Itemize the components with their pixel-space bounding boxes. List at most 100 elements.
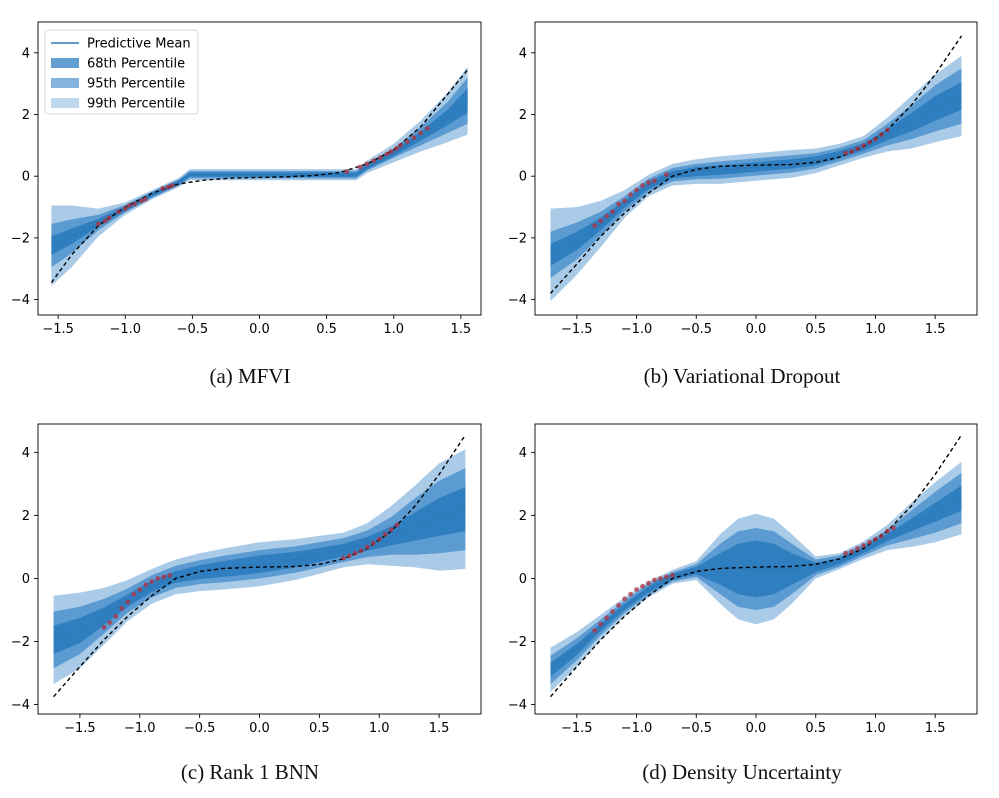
data-point <box>155 576 161 581</box>
x-tick-label: −1.0 <box>109 322 141 337</box>
true-function-line <box>53 434 466 698</box>
data-point <box>143 582 149 588</box>
data-point <box>377 155 383 161</box>
data-point <box>101 624 107 630</box>
y-tick-label: −4 <box>11 698 30 713</box>
y-tick-label: 0 <box>22 170 30 185</box>
y-tick-label: −2 <box>508 635 527 650</box>
data-point <box>382 531 388 537</box>
y-tick-label: 4 <box>519 46 527 61</box>
data-point <box>598 218 604 224</box>
data-point <box>404 139 410 145</box>
data-point <box>634 587 639 592</box>
data-point <box>106 215 112 221</box>
data-point <box>873 536 878 542</box>
data-point <box>664 574 669 580</box>
x-tick-label: 0.5 <box>316 322 337 337</box>
x-tick-label: 1.0 <box>865 721 886 736</box>
data-point <box>384 151 390 157</box>
data-point <box>646 580 651 586</box>
data-point <box>143 196 148 202</box>
data-point <box>616 602 621 608</box>
y-tick-label: 0 <box>519 170 527 185</box>
data-point <box>604 213 610 219</box>
data-point <box>640 183 645 188</box>
data-point <box>122 206 128 212</box>
predictive-mean-line <box>550 95 962 256</box>
panel-a: −1.5 −1.0 −0.5 0.0 0.5 1.0 1.5 −4 −2 0 2 4 <box>11 21 482 337</box>
data-point <box>867 139 872 145</box>
panel-d-caption: (d) Density Uncertainty <box>642 760 842 784</box>
data-point <box>849 149 854 154</box>
x-tick-label: 0.5 <box>805 721 826 736</box>
predictive-mean-line <box>53 508 466 641</box>
x-tick-label: 1.5 <box>925 322 946 337</box>
data-point <box>165 184 171 190</box>
data-point <box>116 209 121 215</box>
data-point <box>107 620 113 625</box>
x-tick-label: 1.0 <box>383 322 404 337</box>
predictive-mean-line <box>51 100 468 247</box>
data-point <box>861 543 866 548</box>
y-tick-label: −4 <box>508 293 527 308</box>
data-point <box>610 209 615 215</box>
y-tick-label: 2 <box>519 509 527 524</box>
panel-b-caption: (b) Variational Dropout <box>643 364 841 388</box>
band-95th-percentile <box>550 68 962 278</box>
band-68th-percentile <box>53 487 466 655</box>
data-point <box>102 218 108 224</box>
data-point <box>132 201 138 207</box>
x-tick-label: 0.0 <box>746 721 767 736</box>
legend-label: 99th Percentile <box>87 97 185 112</box>
y-tick-label: 2 <box>22 108 30 123</box>
x-tick-label: −1.5 <box>42 322 74 337</box>
legend-swatch-band <box>51 58 79 68</box>
x-tick-label: −1.5 <box>561 721 593 736</box>
x-tick-label: −1.0 <box>621 721 653 736</box>
data-point <box>394 146 399 151</box>
data-point <box>96 221 101 227</box>
data-point <box>849 549 854 555</box>
data-point <box>592 628 598 633</box>
data-point <box>161 574 167 580</box>
data-point <box>885 528 890 534</box>
data-point <box>664 172 669 178</box>
band-68th-percentile <box>550 485 962 677</box>
x-tick-label: 0.5 <box>805 322 826 337</box>
data-point <box>628 192 633 198</box>
data-point <box>640 583 645 589</box>
x-tick-label: −1.0 <box>621 322 653 337</box>
data-point <box>340 555 346 561</box>
x-tick-label: 0.0 <box>249 721 270 736</box>
data-point <box>131 591 137 597</box>
data-point <box>598 621 604 627</box>
y-tick-label: −2 <box>11 635 30 650</box>
x-tick-label: −0.5 <box>184 721 216 736</box>
data-point <box>394 522 400 528</box>
x-tick-label: 1.5 <box>925 721 946 736</box>
data-point <box>388 149 394 154</box>
x-tick-label: −1.5 <box>561 322 593 337</box>
y-tick-label: −4 <box>11 293 30 308</box>
data-point <box>652 178 657 184</box>
data-point <box>634 187 639 193</box>
data-point <box>861 143 866 148</box>
legend-swatch-band <box>51 98 79 108</box>
legend: Predictive Mean 68th Percentile 95th Perce… <box>44 29 199 115</box>
data-point <box>358 548 364 554</box>
data-point <box>879 132 884 138</box>
data-point <box>169 183 175 188</box>
data-point <box>628 591 633 597</box>
data-point <box>843 550 848 556</box>
y-tick-label: 4 <box>519 446 527 461</box>
data-point <box>364 544 370 550</box>
data-point <box>592 223 598 229</box>
x-tick-label: −1.5 <box>64 721 96 736</box>
x-tick-label: 1.0 <box>865 322 886 337</box>
legend-label: Predictive Mean <box>87 37 191 52</box>
y-tick-label: 0 <box>519 572 527 587</box>
panel-c-caption: (c) Rank 1 BNN <box>180 760 320 784</box>
legend-label: 68th Percentile <box>87 57 185 72</box>
data-point <box>149 579 155 584</box>
